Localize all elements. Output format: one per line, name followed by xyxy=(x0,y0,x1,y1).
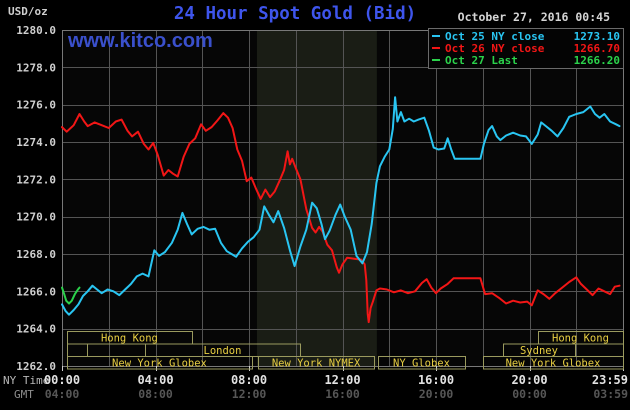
x-axis-gmt-caption: GMT xyxy=(14,388,34,401)
svg-text:04:00: 04:00 xyxy=(45,387,80,401)
legend-value: 1273.10 xyxy=(573,29,620,43)
chart-datetime: October 27, 2016 00:45 xyxy=(457,10,610,24)
legend-item: Oct 25 NY close 1273.10 xyxy=(432,29,620,43)
svg-text:Hong Kong: Hong Kong xyxy=(101,333,158,345)
svg-text:London: London xyxy=(204,345,242,357)
series-line xyxy=(61,286,81,305)
svg-text:New York Globex: New York Globex xyxy=(112,358,207,370)
series-line xyxy=(61,96,621,316)
svg-text:NY Globex: NY Globex xyxy=(393,358,450,370)
y-axis-labels: 1280.0 1278.0 1276.0 1274.0 1272.0 1270.0 1268… xyxy=(16,24,56,373)
legend-label: Oct 26 NY close xyxy=(445,41,545,55)
session-box xyxy=(378,356,466,370)
svg-text:04:00: 04:00 xyxy=(137,373,173,387)
nymex-session-band xyxy=(256,30,377,366)
svg-text:Hong Kong: Hong Kong xyxy=(552,333,609,345)
svg-text:1270.0: 1270.0 xyxy=(16,211,56,224)
svg-text:23:59: 23:59 xyxy=(592,373,628,387)
x-axis-ny-time-caption: NY Time xyxy=(3,374,50,387)
svg-text:1266.0: 1266.0 xyxy=(16,285,56,298)
chart-legend: Oct 25 NY close 1273.10 Oct 26 NY close 126… xyxy=(428,28,624,69)
chart-title: 24 Hour Spot Gold (Bid) xyxy=(173,4,417,24)
legend-item: Oct 26 NY close 1266.70 xyxy=(432,41,620,55)
svg-text:20:00: 20:00 xyxy=(419,387,454,401)
legend-item: Oct 27 Last 1266.20 xyxy=(432,53,620,67)
legend-value: 1266.20 xyxy=(573,53,620,67)
svg-text:Sydney: Sydney xyxy=(520,345,558,357)
svg-text:16:00: 16:00 xyxy=(418,373,454,387)
svg-text:1272.0: 1272.0 xyxy=(16,173,56,186)
svg-text:1274.0: 1274.0 xyxy=(16,136,56,149)
legend-label: Oct 25 NY close xyxy=(445,29,545,43)
svg-text:New York NYMEX: New York NYMEX xyxy=(272,358,361,370)
svg-text:00:00: 00:00 xyxy=(512,387,547,401)
legend-value: 1266.70 xyxy=(573,41,620,55)
svg-text:00:00: 00:00 xyxy=(44,373,80,387)
legend-dash-icon xyxy=(432,47,440,49)
svg-text:08:00: 08:00 xyxy=(231,373,267,387)
svg-text:1264.0: 1264.0 xyxy=(16,323,56,336)
svg-text:1278.0: 1278.0 xyxy=(16,61,56,74)
svg-text:1262.0: 1262.0 xyxy=(16,360,56,373)
svg-text:1280.0: 1280.0 xyxy=(16,24,56,37)
x-axis-labels: 00:0004:0004:0008:0008:0012:0012:0016:00… xyxy=(44,366,628,401)
y-axis-unit-label: USD/oz xyxy=(8,5,48,18)
session-box xyxy=(258,356,376,370)
svg-text:08:00: 08:00 xyxy=(138,387,173,401)
session-box xyxy=(66,356,254,370)
svg-text:16:00: 16:00 xyxy=(325,387,360,401)
session-box xyxy=(482,356,625,370)
svg-text:12:00: 12:00 xyxy=(324,373,360,387)
svg-text:1276.0: 1276.0 xyxy=(16,99,56,112)
legend-dash-icon xyxy=(432,35,440,37)
svg-text:03:59: 03:59 xyxy=(593,387,628,401)
legend-label: Oct 27 Last xyxy=(445,53,518,67)
svg-text:New York Globex: New York Globex xyxy=(506,358,601,370)
legend-dash-icon xyxy=(432,59,440,61)
svg-text:1268.0: 1268.0 xyxy=(16,248,56,261)
svg-text:20:00: 20:00 xyxy=(511,373,547,387)
kitco-watermark-link[interactable]: www.kitco.com xyxy=(68,30,213,52)
svg-text:12:00: 12:00 xyxy=(232,387,267,401)
